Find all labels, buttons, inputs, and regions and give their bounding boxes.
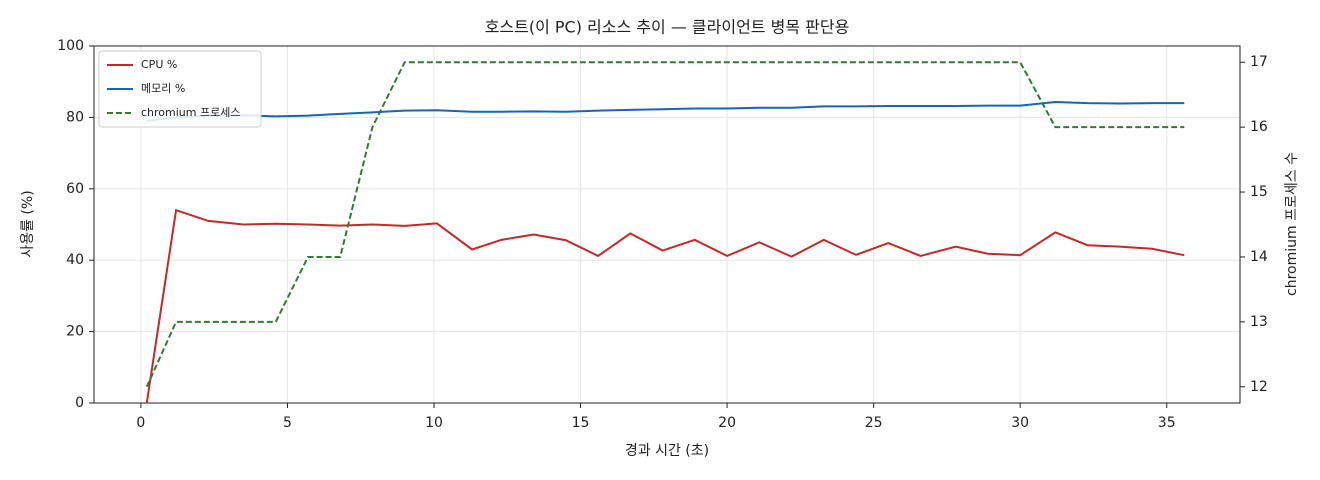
x-tick-label: 5: [283, 415, 292, 431]
x-tick-label: 10: [425, 415, 443, 431]
y2-tick-label: 13: [1250, 314, 1268, 330]
data-line: [145, 208, 1185, 404]
chart-title: 호스트(이 PC) 리소스 추이 — 클라이언트 병목 판단용: [485, 18, 850, 37]
x-tick-label: 20: [718, 415, 736, 431]
y2-tick-label: 16: [1250, 119, 1268, 135]
x-tick-label: 35: [1158, 415, 1176, 431]
y-tick-label: 40: [66, 252, 84, 268]
legend-label: CPU %: [141, 58, 177, 71]
legend-label: chromium 프로세스: [141, 106, 240, 119]
y2-tick-label: 12: [1250, 379, 1268, 395]
legend: CPU % 메모리 % chromium 프로세스: [98, 50, 262, 128]
y2-axis-label: chromium 프로세스 수: [1284, 152, 1300, 296]
x-tick-label: 30: [1011, 415, 1029, 431]
y2-tick-label: 15: [1250, 184, 1268, 200]
x-axis-label: 경과 시간 (초): [625, 443, 709, 459]
legend-label: 메모리 %: [141, 82, 185, 95]
x-tick-label: 25: [865, 415, 883, 431]
y-tick-label: 0: [75, 395, 84, 411]
y-tick-label: 80: [66, 109, 84, 125]
legend-box: [98, 50, 262, 128]
y2-tick-label: 17: [1250, 54, 1268, 70]
x-tick-label: 0: [136, 415, 145, 431]
plot-frame: [93, 45, 1241, 404]
data-line: [146, 101, 1185, 122]
x-tick-label: 15: [572, 415, 590, 431]
y-axis-label: 사용률 (%): [20, 190, 36, 257]
y-tick-label: 20: [66, 324, 84, 340]
y2-tick-label: 14: [1250, 249, 1268, 265]
y-tick-label: 60: [66, 181, 84, 197]
data-line: [145, 61, 1185, 388]
y-tick-label: 100: [57, 38, 84, 54]
